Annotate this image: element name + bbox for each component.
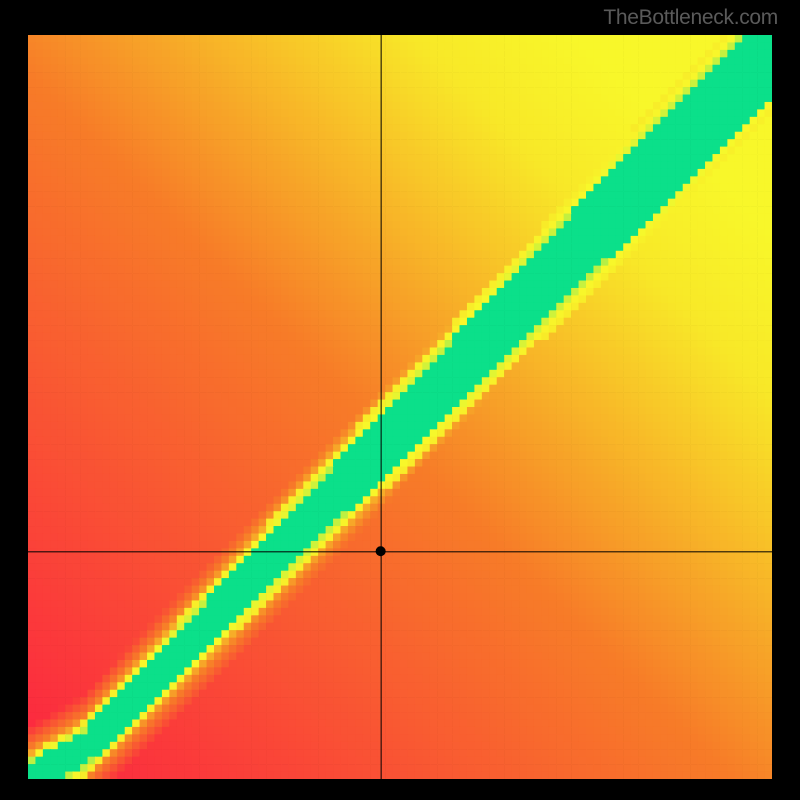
heatmap-canvas (28, 35, 772, 779)
watermark-text: TheBottleneck.com (603, 6, 778, 30)
heatmap-plot (28, 35, 772, 779)
root-container: TheBottleneck.com (0, 0, 800, 800)
